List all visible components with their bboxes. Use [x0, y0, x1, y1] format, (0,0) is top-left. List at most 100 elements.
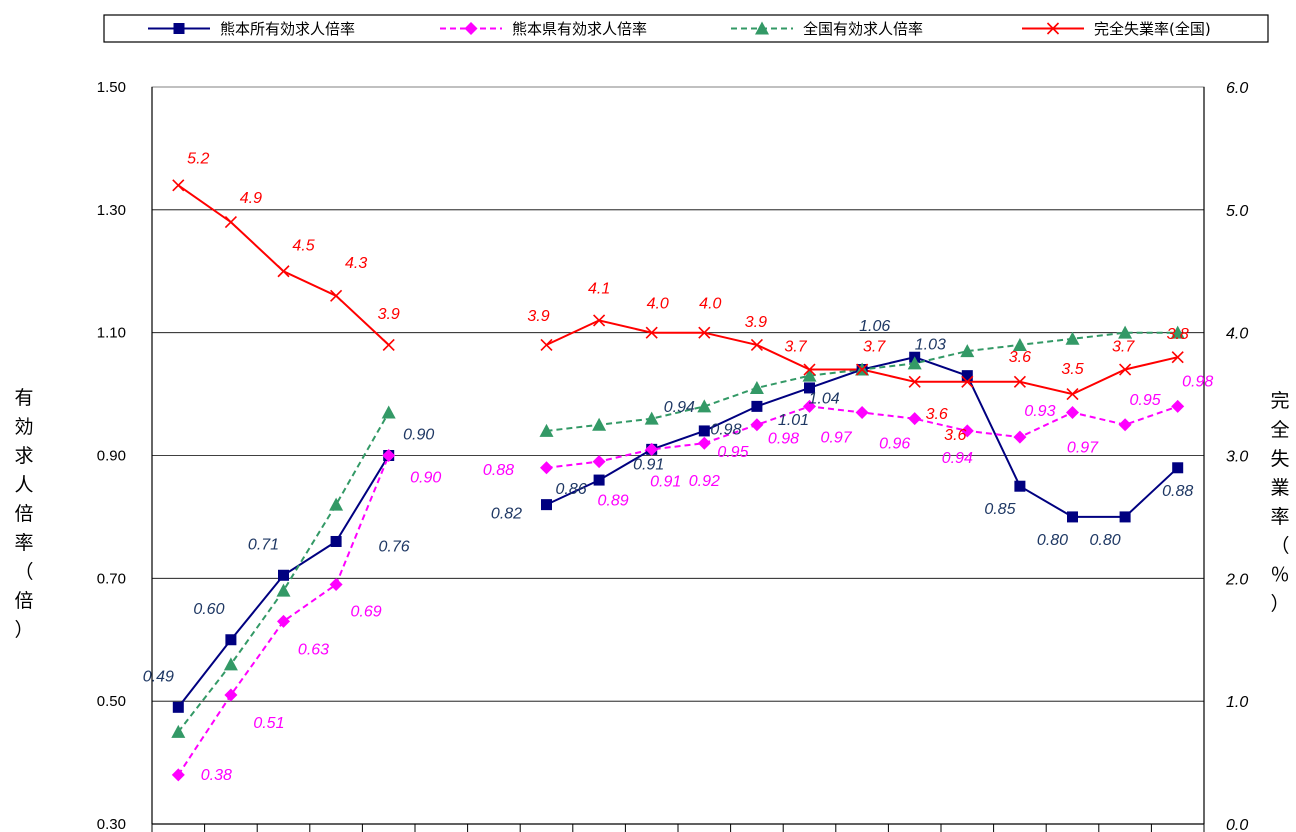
y-right-tick-label: 2.0 [1225, 571, 1248, 588]
data-point [1012, 337, 1027, 351]
data-point [960, 344, 975, 358]
data-point [697, 399, 712, 413]
legend: 熊本所有効求人倍率 熊本県有効求人倍率 全国有効求人倍率 完全失業率(全国) [103, 14, 1269, 43]
data-label: 0.96 [879, 436, 910, 453]
data-point [645, 326, 658, 339]
data-label: 0.49 [143, 668, 174, 685]
data-point [593, 474, 605, 486]
data-label: 1.04 [809, 391, 840, 408]
y-left-tick-label: 0.70 [97, 570, 126, 587]
data-point [1118, 418, 1132, 432]
data-point [1013, 375, 1026, 388]
legend-label: 熊本県有効求人倍率 [512, 20, 647, 38]
y-right-tick-label: 3.0 [1226, 449, 1248, 466]
y-left-title-char: 倍 [14, 590, 33, 612]
data-label: 0.93 [1024, 403, 1055, 420]
data-label: 3.9 [527, 308, 549, 325]
data-point [1171, 351, 1184, 364]
y-left-title-char: 有 [14, 387, 33, 409]
data-point [277, 265, 290, 278]
data-label: 3.5 [1061, 361, 1083, 378]
data-label: 4.1 [588, 280, 610, 297]
data-label: 0.92 [689, 473, 720, 490]
data-label: 0.88 [483, 462, 514, 479]
data-label: 0.90 [410, 470, 441, 487]
data-label: 0.80 [1037, 532, 1068, 549]
y-left-title-char: 倍 [14, 503, 33, 525]
data-point [961, 370, 973, 382]
y-right-title-char: 率 [1270, 506, 1289, 528]
legend-marker [755, 21, 769, 35]
y-left-title-char: ） [14, 619, 33, 641]
data-point [698, 425, 710, 437]
data-label: 4.0 [647, 296, 669, 313]
data-point [802, 368, 817, 382]
legend-marker [464, 22, 478, 35]
data-label: 4.9 [240, 190, 262, 207]
y-axis-left-title: 有効求人倍率（倍） [14, 387, 33, 641]
data-label: 0.89 [598, 493, 629, 510]
y-left-tick-label: 1.50 [97, 79, 126, 96]
y-right-title-char: 業 [1270, 477, 1289, 499]
data-point [277, 614, 290, 628]
data-point [382, 338, 395, 352]
data-point [1067, 511, 1078, 523]
series-line [177, 455, 390, 776]
legend-marker [173, 23, 185, 34]
data-point [223, 657, 238, 671]
data-point [1172, 462, 1184, 474]
data-point [278, 569, 289, 581]
data-point [224, 688, 238, 702]
data-point [1066, 406, 1079, 420]
data-label: 3.7 [1112, 339, 1135, 356]
data-point [541, 499, 552, 511]
data-point [1118, 325, 1133, 339]
data-point [907, 356, 922, 370]
data-point [803, 363, 816, 376]
y-left-tick-label: 0.50 [97, 693, 126, 710]
data-point [1066, 388, 1079, 401]
data-label: 0.60 [193, 601, 224, 618]
data-point [908, 375, 921, 388]
data-label: 0.82 [491, 506, 522, 523]
data-point [1013, 430, 1027, 444]
y-left-title-char: 効 [14, 416, 33, 438]
y-right-tick-label: 6.0 [1226, 80, 1248, 97]
data-label: 0.76 [379, 538, 410, 555]
data-label: 3.9 [378, 306, 400, 323]
y-left-title-char: （ [14, 561, 33, 583]
data-point [592, 455, 606, 469]
y-left-tick-label: 0.90 [97, 448, 126, 465]
y-left-tick-label: 0.30 [97, 816, 126, 832]
series-2 [177, 331, 1178, 733]
data-label: 0.51 [253, 715, 284, 732]
data-point [961, 375, 974, 388]
data-point [750, 338, 763, 352]
data-label: 0.95 [717, 444, 748, 461]
data-point [171, 724, 186, 738]
y-left-tick-label: 1.10 [97, 325, 126, 342]
data-label: 0.80 [1090, 532, 1121, 549]
data-point [330, 535, 342, 547]
data-label: 0.95 [1130, 392, 1161, 409]
y-right-title-char: 失 [1270, 448, 1289, 470]
data-point [172, 179, 185, 192]
data-point [1170, 325, 1185, 339]
data-point [698, 326, 711, 339]
y-left-title-char: 求 [14, 445, 33, 467]
data-point [1119, 363, 1132, 376]
y-left-title-char: 人 [14, 474, 33, 496]
series-line [177, 412, 390, 733]
data-point [382, 449, 396, 462]
data-label: 3.7 [863, 339, 886, 356]
y-right-tick-label: 1.0 [1226, 694, 1248, 711]
data-point [1171, 399, 1185, 413]
data-point [697, 436, 711, 450]
y-right-title-char: 完 [1270, 390, 1289, 412]
data-label: 0.88 [1162, 483, 1193, 500]
data-label: 3.6 [944, 427, 966, 444]
data-point [381, 405, 396, 419]
y-right-tick-label: 4.0 [1226, 326, 1248, 343]
data-point [1065, 331, 1080, 345]
data-label: 3.6 [1009, 349, 1031, 366]
